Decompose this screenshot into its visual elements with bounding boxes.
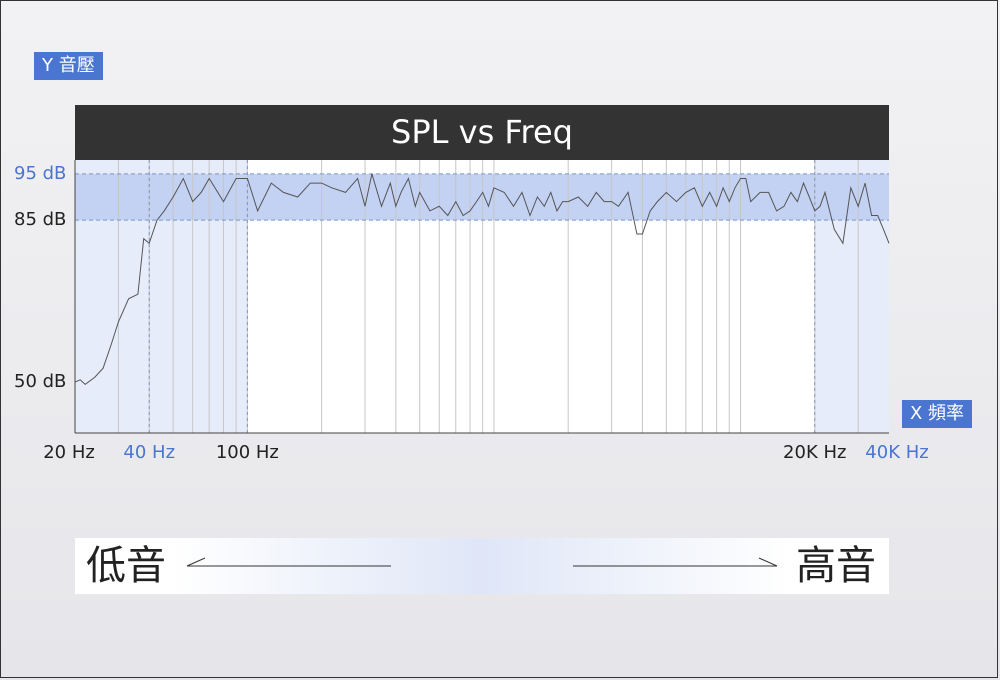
high-frequency-label: 高音 <box>796 543 876 589</box>
x-tick-label: 20 Hz <box>43 442 95 463</box>
y-tick-label: 95 dB <box>14 162 67 184</box>
right-arrow-head <box>758 557 778 567</box>
x-tick-label: 20K Hz <box>783 442 847 463</box>
chart-title: SPL vs Freq <box>75 105 889 160</box>
x-tick-label: 40 Hz <box>123 442 176 463</box>
x-axis-tag: X 頻率 <box>902 400 973 428</box>
low-frequency-label: 低音 <box>86 543 166 589</box>
y-tick-label: 50 dB <box>14 371 67 393</box>
y-axis-tag: Y 音壓 <box>34 52 103 80</box>
left-arrow-head <box>186 557 206 567</box>
low-high-range-bar <box>75 538 889 594</box>
range-arrows <box>186 557 778 567</box>
spl-response-line <box>74 173 890 386</box>
y-tick-label: 85 dB <box>14 209 67 231</box>
x-tick-label: 100 Hz <box>215 442 279 463</box>
x-tick-label: 40K Hz <box>865 442 929 463</box>
